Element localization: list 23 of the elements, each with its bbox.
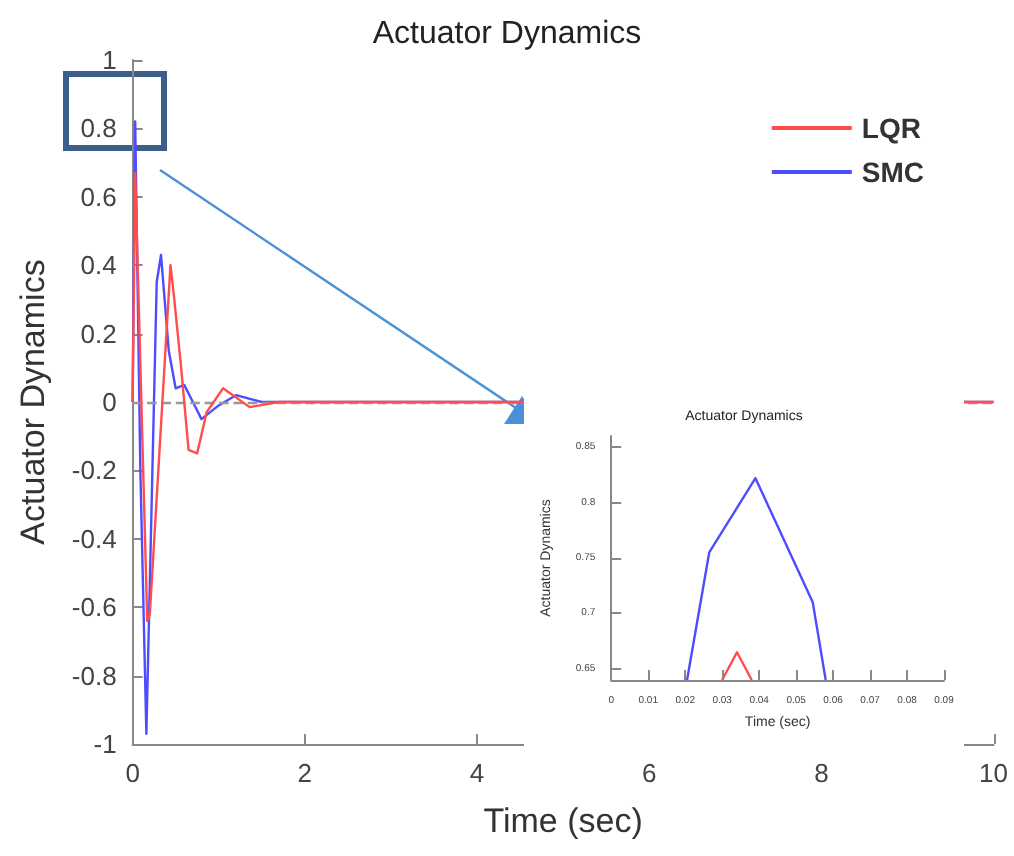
y-tick-label: 0.6 — [80, 181, 117, 212]
line-series — [685, 476, 827, 682]
x-tick-label: 10 — [979, 758, 1009, 788]
y-tick-label: -0.6 — [71, 592, 117, 623]
y-tick-label: 1 — [102, 45, 117, 75]
legend-label: LQR — [861, 112, 921, 144]
y-tick-label: -0.4 — [71, 523, 117, 554]
y-tick-label: -0.2 — [71, 455, 117, 486]
y-axis-title: Actuator Dynamics — [14, 259, 52, 545]
x-tick-label: 2 — [297, 758, 313, 788]
y-tick-label: 0.8 — [80, 113, 117, 144]
legend-label: SMC — [861, 156, 925, 188]
x-tick-label: 8 — [814, 758, 829, 788]
y-tick-label: 0 — [102, 387, 117, 417]
y-tick-label: -1 — [93, 729, 117, 759]
chart-title: Actuator Dynamics — [372, 17, 642, 51]
x-tick-label: 6 — [641, 758, 657, 788]
y-tick-label: -0.8 — [71, 660, 117, 691]
y-tick-label: 0.2 — [80, 318, 117, 349]
y-tick-label: 0.4 — [80, 250, 117, 281]
x-axis-title: Time (sec) — [483, 802, 643, 840]
x-tick-label: 4 — [469, 758, 485, 788]
x-tick-label: 0 — [125, 758, 140, 788]
